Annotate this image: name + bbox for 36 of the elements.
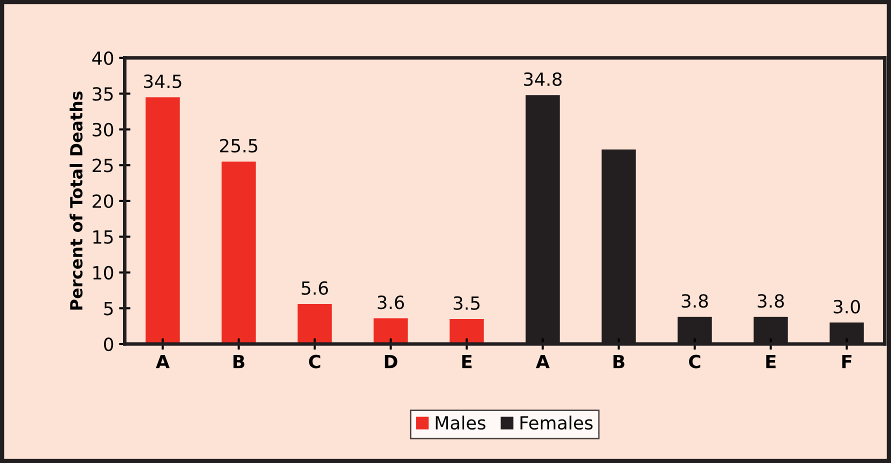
bar xyxy=(374,318,408,344)
bar xyxy=(146,97,180,344)
x-tick-label: A xyxy=(536,354,550,368)
x-tick-label: F xyxy=(842,354,852,368)
data-label: 34.5 xyxy=(144,74,182,88)
y-tick-label: 20 xyxy=(92,194,114,208)
x-tick-label: B xyxy=(614,354,624,368)
y-tick-label: 40 xyxy=(92,51,114,65)
x-tick-label: D xyxy=(384,354,398,368)
data-label: 5.6 xyxy=(302,281,328,295)
data-label: 3.0 xyxy=(834,300,860,314)
y-tick-label: 30 xyxy=(92,122,114,137)
data-label: 3.8 xyxy=(682,294,708,308)
bar xyxy=(450,318,484,344)
data-label: 3.5 xyxy=(454,296,480,310)
x-tick-label: E xyxy=(766,354,776,368)
y-axis-title: Percent of Total Deaths xyxy=(70,91,83,310)
x-tick-label: C xyxy=(689,354,700,368)
y-tick-label: 0 xyxy=(104,337,114,352)
x-tick-label: A xyxy=(156,354,170,368)
x-tick-label: C xyxy=(309,354,320,368)
y-tick-label: 25 xyxy=(92,158,113,172)
data-label: 34.8 xyxy=(524,72,562,86)
x-tick-label: E xyxy=(462,354,472,368)
data-label: 3.6 xyxy=(378,296,404,310)
x-tick-label: B xyxy=(234,354,244,368)
y-tick-label: 10 xyxy=(93,266,114,280)
legend-label: Males xyxy=(436,416,486,430)
bar xyxy=(222,162,256,344)
legend-label: Females xyxy=(520,416,593,430)
y-tick-label: 15 xyxy=(93,230,113,244)
data-label: 3.8 xyxy=(758,294,784,308)
data-label: 25.5 xyxy=(220,138,258,153)
y-tick-label: 5 xyxy=(104,302,113,316)
y-tick-label: 35 xyxy=(92,87,113,101)
bar xyxy=(298,304,332,344)
